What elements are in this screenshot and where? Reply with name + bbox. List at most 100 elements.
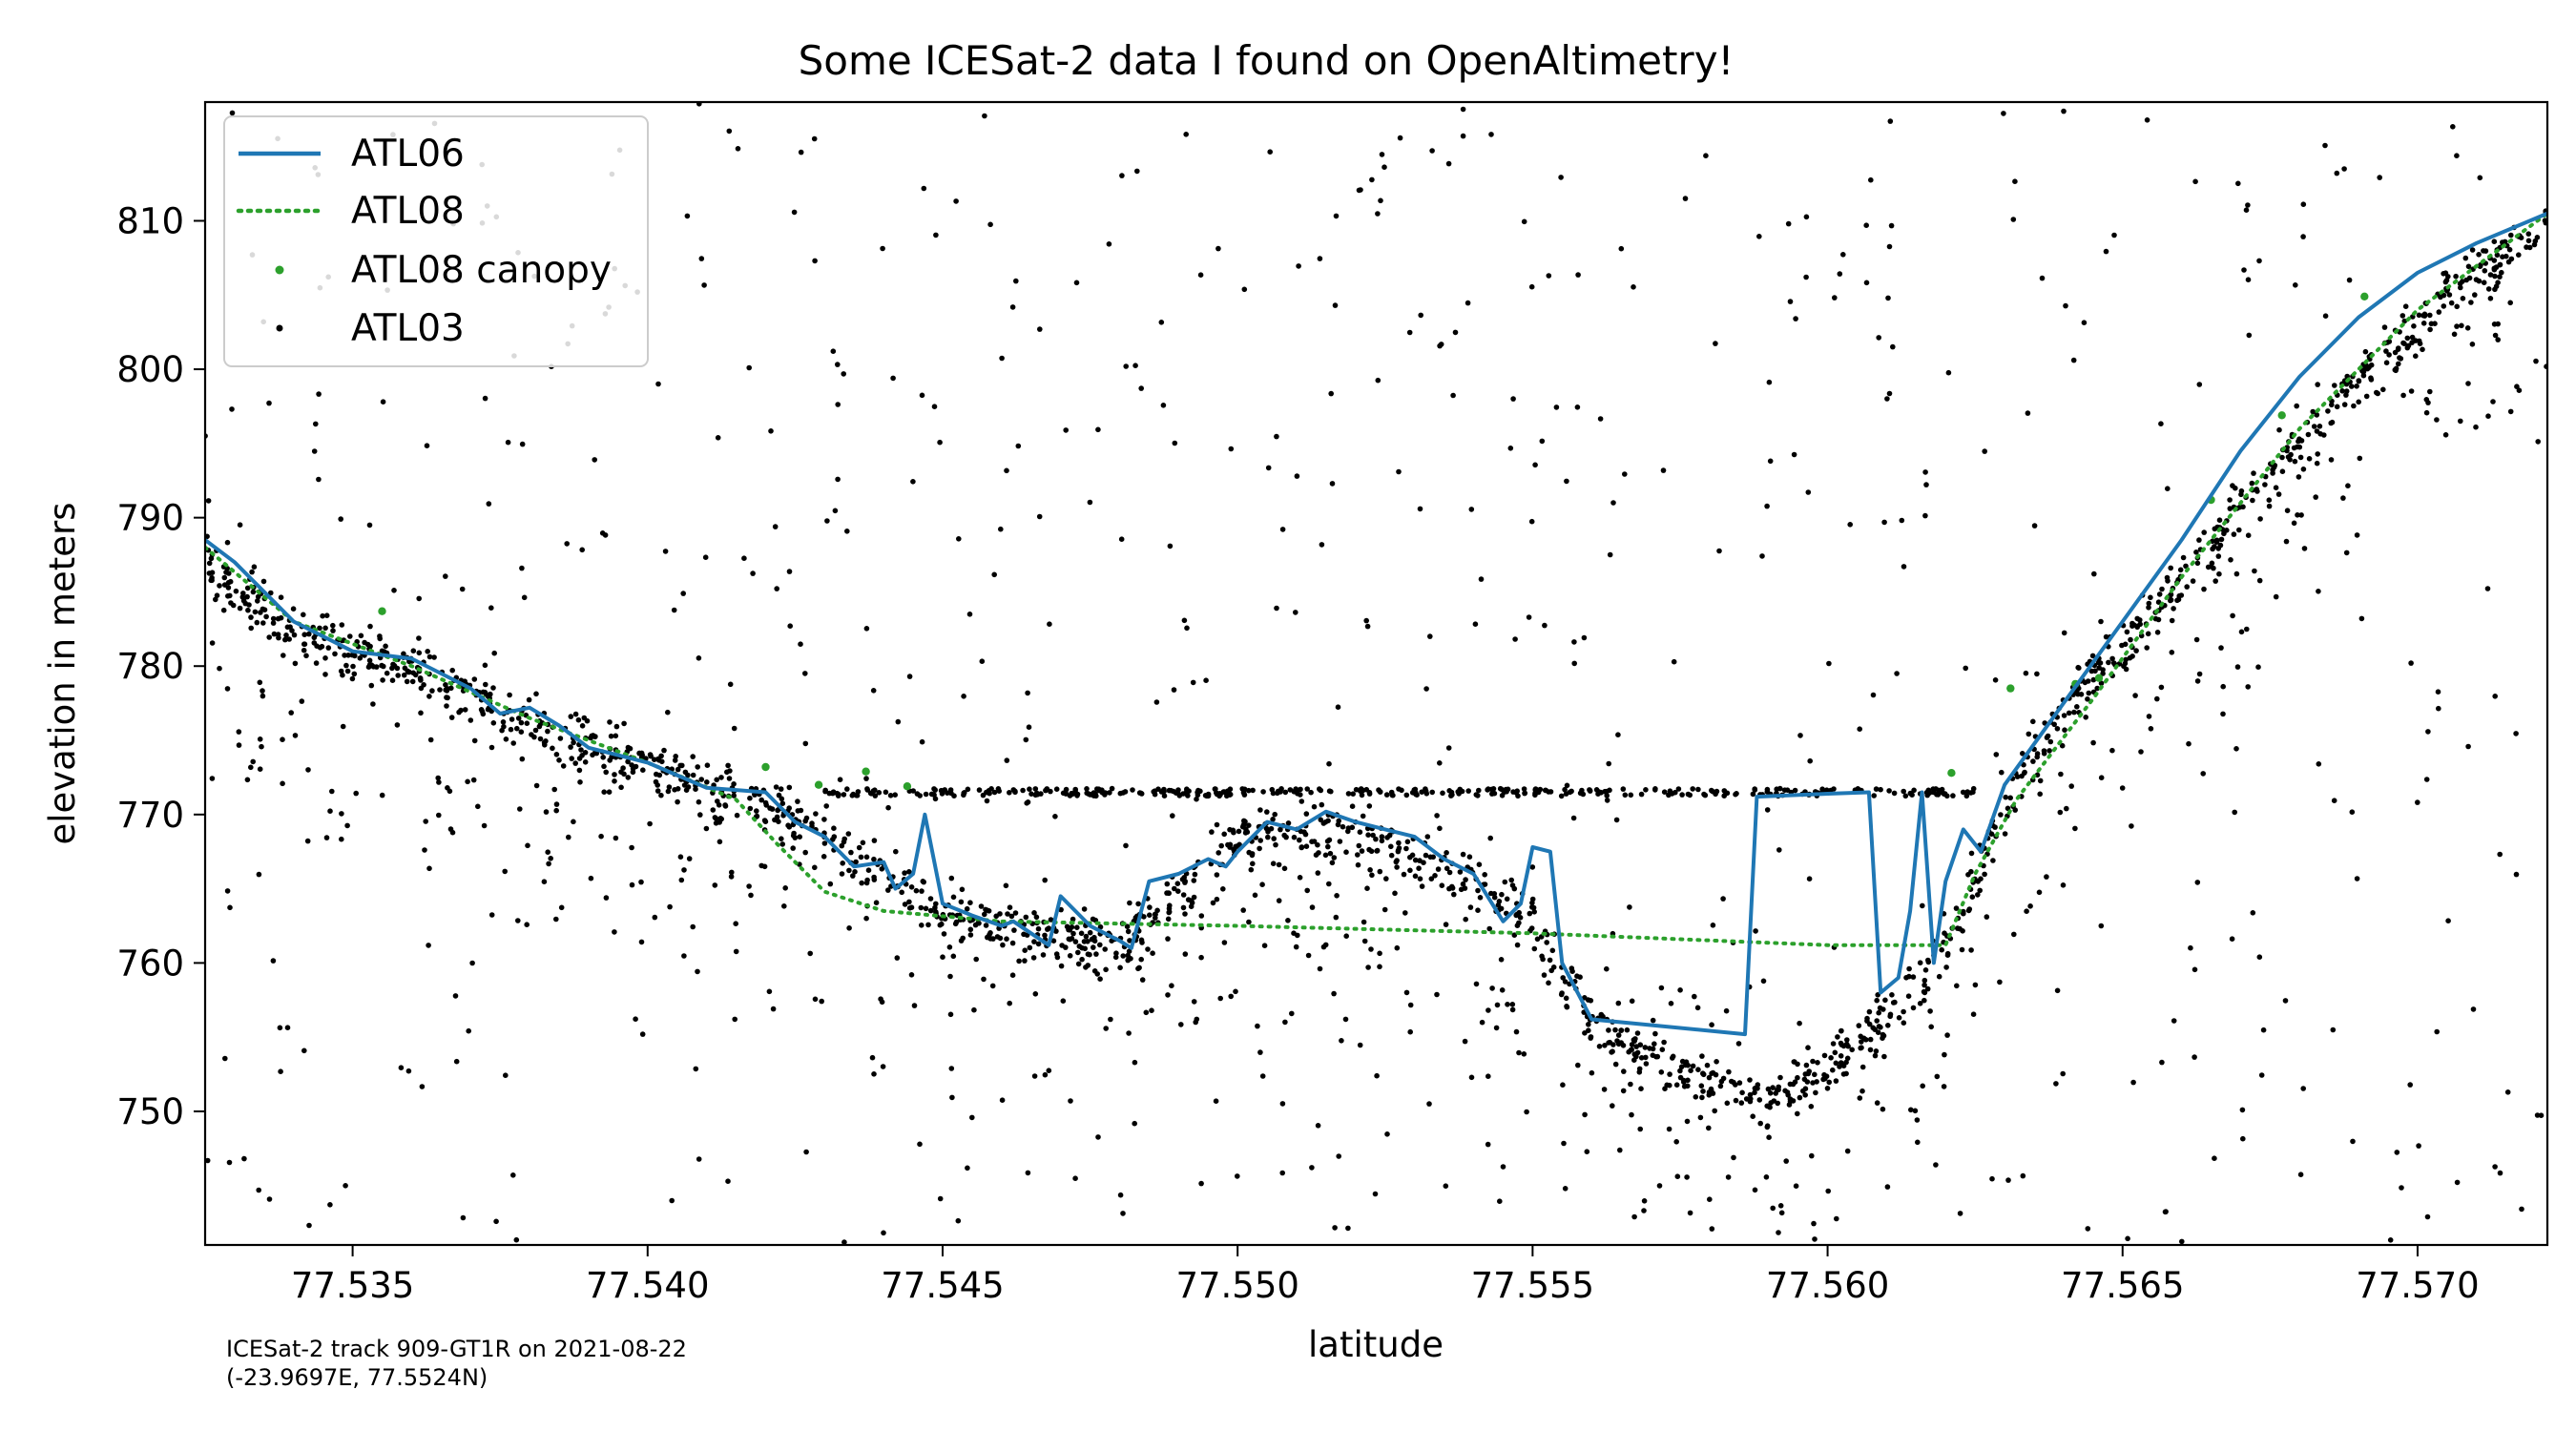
atl03-point (582, 759, 589, 765)
atl03-point (1534, 936, 1541, 943)
atl03-point (879, 866, 885, 872)
atl03-point (1276, 898, 1282, 903)
atl03-point (1407, 1002, 1414, 1008)
atl03-point (1795, 1074, 1800, 1081)
atl03-point (1887, 1013, 1893, 1020)
atl03-point (572, 711, 579, 717)
atl03-point (1920, 902, 1925, 909)
atl03-point (206, 560, 213, 567)
atl03-point (1843, 1059, 1849, 1066)
atl03-point (226, 570, 232, 576)
atl03-point (1773, 1090, 1778, 1096)
atl03-point (998, 526, 1004, 532)
atl03-point (848, 849, 854, 856)
atl03-point (1033, 914, 1040, 921)
atl03-point (2179, 1238, 2185, 1245)
atl03-point (1872, 1052, 1879, 1059)
atl03-point (1025, 690, 1030, 696)
atl03-point (1873, 786, 1880, 792)
atl03-point (2025, 731, 2032, 737)
atl03-point (1718, 1078, 1725, 1085)
atl03-point (1802, 1092, 1808, 1098)
atl03-point (1514, 911, 1520, 918)
atl03-point (1169, 983, 1174, 988)
atl03-point (2358, 615, 2365, 622)
atl03-point (2482, 268, 2488, 274)
atl03-point (311, 448, 318, 454)
atl03-point (839, 842, 845, 849)
atl03-point (2380, 386, 2386, 393)
atl03-point (1094, 786, 1100, 792)
atl03-point (305, 767, 311, 773)
atl03-point (1160, 403, 1167, 408)
atl03-point (546, 861, 551, 867)
atl03-point (1670, 1053, 1676, 1060)
atl03-point (1328, 390, 1334, 397)
atl03-point (741, 555, 747, 561)
atl03-point (1004, 936, 1009, 942)
atl03-point (1309, 1165, 1315, 1171)
atl03-point (2218, 536, 2225, 543)
atl03-point (1753, 928, 1758, 934)
atl03-point (1244, 829, 1251, 835)
atl03-point (1138, 385, 1144, 391)
atl03-point (1127, 900, 1132, 906)
atl03-point (257, 766, 263, 772)
atl03-point (2244, 626, 2250, 633)
atl03-point (2096, 665, 2102, 671)
atl03-point (1717, 1083, 1724, 1089)
atl03-point (1868, 176, 1874, 183)
atl03-point (1150, 950, 1155, 956)
atl03-point (436, 812, 442, 819)
atl03-point (1612, 1061, 1619, 1068)
atl03-point (1507, 446, 1514, 451)
atl03-point (1460, 851, 1466, 858)
atl03-point (923, 791, 929, 798)
atl03-point (221, 574, 228, 581)
atl03-point (1282, 789, 1289, 796)
atl03-point (1305, 952, 1312, 959)
atl03-point (255, 598, 260, 604)
atl03-point (1165, 936, 1171, 942)
atl03-point (1493, 1025, 1500, 1031)
atl03-point (965, 1165, 970, 1172)
atl03-point (266, 1196, 273, 1202)
atl03-point (1570, 815, 1577, 821)
atl03-point (1733, 1097, 1739, 1104)
atl03-point (1198, 1180, 1204, 1187)
atl03-point (2100, 671, 2106, 676)
atl03-point (860, 840, 866, 846)
atl03-point (1588, 1034, 1594, 1040)
atl03-point (835, 402, 841, 407)
atl03-point (726, 128, 733, 135)
atl03-point (2492, 694, 2498, 699)
atl03-point (2094, 685, 2100, 692)
atl03-point (1274, 433, 1279, 440)
atl03-point (1374, 1072, 1380, 1079)
atl03-point (2413, 353, 2419, 360)
atl03-point (1970, 1011, 1977, 1017)
atl03-point (802, 671, 808, 676)
atl03-point (1690, 1063, 1696, 1069)
atl03-point (1333, 914, 1340, 921)
atl03-point (2465, 743, 2471, 750)
atl03-point (1887, 118, 1894, 124)
atl03-point (1700, 1071, 1707, 1077)
atl03-point (2497, 261, 2503, 268)
atl03-point (475, 803, 481, 810)
atl03-point (1961, 908, 1966, 915)
atl03-point (835, 793, 841, 798)
atl03-point (1449, 883, 1455, 890)
atl03-point (1460, 881, 1466, 887)
atl03-point (2221, 530, 2227, 537)
atl03-point (2436, 309, 2442, 315)
atl03-point (1673, 1139, 1679, 1145)
atl03-point (1721, 788, 1728, 794)
atl03-point (521, 594, 528, 601)
atl03-point (1457, 869, 1464, 875)
atl03-point (1198, 954, 1204, 961)
atl03-point (1935, 792, 1942, 798)
atl03-point (967, 926, 974, 933)
atl03-point (1735, 1041, 1742, 1047)
atl03-point (1103, 966, 1109, 973)
